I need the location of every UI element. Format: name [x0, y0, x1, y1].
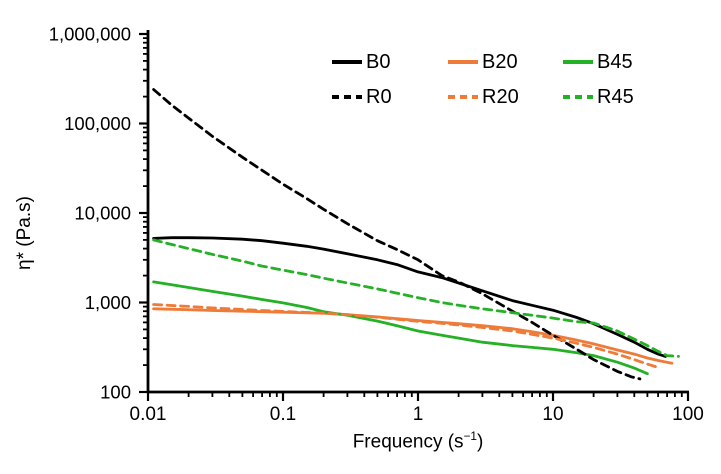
legend-label: R45	[597, 86, 634, 108]
series-line-R45	[152, 238, 680, 358]
legend-item-B45: B45	[563, 52, 633, 72]
y-tick-label: 1,000	[85, 292, 131, 313]
legend-marker-B45	[563, 60, 593, 64]
y-tick-label: 1,000,000	[49, 24, 131, 45]
legend-marker-B0	[332, 60, 362, 64]
legend-marker-B20	[448, 60, 478, 64]
legend-marker-R45	[563, 95, 593, 99]
y-axis-title: η* (Pa.s)	[14, 196, 35, 270]
x-tick-label: 1	[413, 404, 424, 425]
x-axis-title-suffix: )	[476, 431, 484, 453]
legend-marker-R20	[448, 95, 478, 99]
x-tick-label: 0.1	[270, 404, 296, 425]
legend-label: R0	[366, 86, 392, 108]
x-tick-label: 100	[672, 404, 704, 425]
series-line-R0	[152, 88, 642, 381]
x-axis-title-text: Frequency (s	[352, 431, 464, 453]
legend-label: B45	[597, 51, 633, 73]
y-tick-label: 10,000	[74, 203, 131, 224]
legend-item-R20: R20	[448, 87, 519, 107]
series-line-B0	[152, 236, 667, 358]
legend-label: R20	[482, 86, 519, 108]
legend-item-R45: R45	[563, 87, 634, 107]
series-line-B45	[152, 280, 649, 376]
x-tick-label: 0.01	[130, 404, 167, 425]
legend-item-B0: B0	[332, 52, 390, 72]
series-line-R20	[152, 303, 662, 370]
y-tick-label: 100,000	[64, 113, 131, 134]
legend-item-B20: B20	[448, 52, 518, 72]
x-axis-title: Frequency (s−1)	[148, 430, 688, 453]
x-axis-title-superscript: −1	[463, 430, 477, 443]
legend-label: B0	[366, 51, 391, 73]
y-tick-label: 100	[100, 382, 131, 403]
legend-label: B20	[482, 51, 518, 73]
x-tick-label: 10	[542, 404, 563, 425]
legend-marker-R0	[332, 95, 362, 99]
legend-item-R0: R0	[332, 87, 392, 107]
